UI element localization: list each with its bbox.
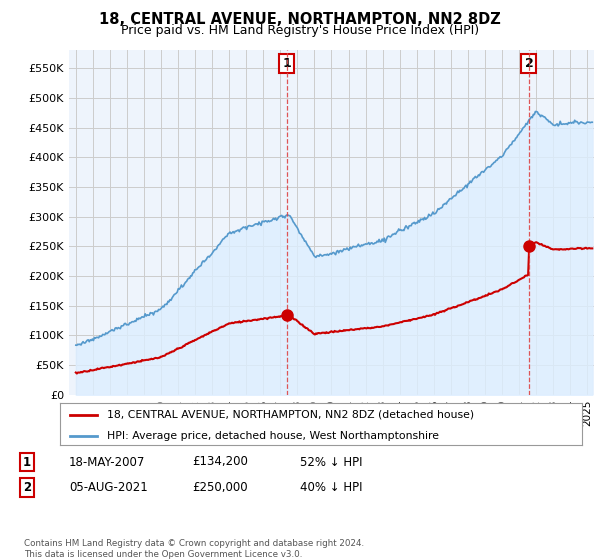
Text: 2: 2 — [23, 480, 31, 494]
Text: 18, CENTRAL AVENUE, NORTHAMPTON, NN2 8DZ (detached house): 18, CENTRAL AVENUE, NORTHAMPTON, NN2 8DZ… — [107, 410, 474, 420]
Text: HPI: Average price, detached house, West Northamptonshire: HPI: Average price, detached house, West… — [107, 431, 439, 441]
Text: 2: 2 — [524, 57, 533, 71]
Text: 40% ↓ HPI: 40% ↓ HPI — [300, 480, 362, 494]
Text: 1: 1 — [23, 455, 31, 469]
Text: £134,200: £134,200 — [192, 455, 248, 469]
Text: £250,000: £250,000 — [192, 480, 248, 494]
Text: 18, CENTRAL AVENUE, NORTHAMPTON, NN2 8DZ: 18, CENTRAL AVENUE, NORTHAMPTON, NN2 8DZ — [99, 12, 501, 27]
Text: 1: 1 — [282, 57, 291, 71]
Text: 05-AUG-2021: 05-AUG-2021 — [69, 480, 148, 494]
Text: 18-MAY-2007: 18-MAY-2007 — [69, 455, 145, 469]
Text: Contains HM Land Registry data © Crown copyright and database right 2024.
This d: Contains HM Land Registry data © Crown c… — [24, 539, 364, 559]
Text: 52% ↓ HPI: 52% ↓ HPI — [300, 455, 362, 469]
Text: Price paid vs. HM Land Registry's House Price Index (HPI): Price paid vs. HM Land Registry's House … — [121, 24, 479, 36]
